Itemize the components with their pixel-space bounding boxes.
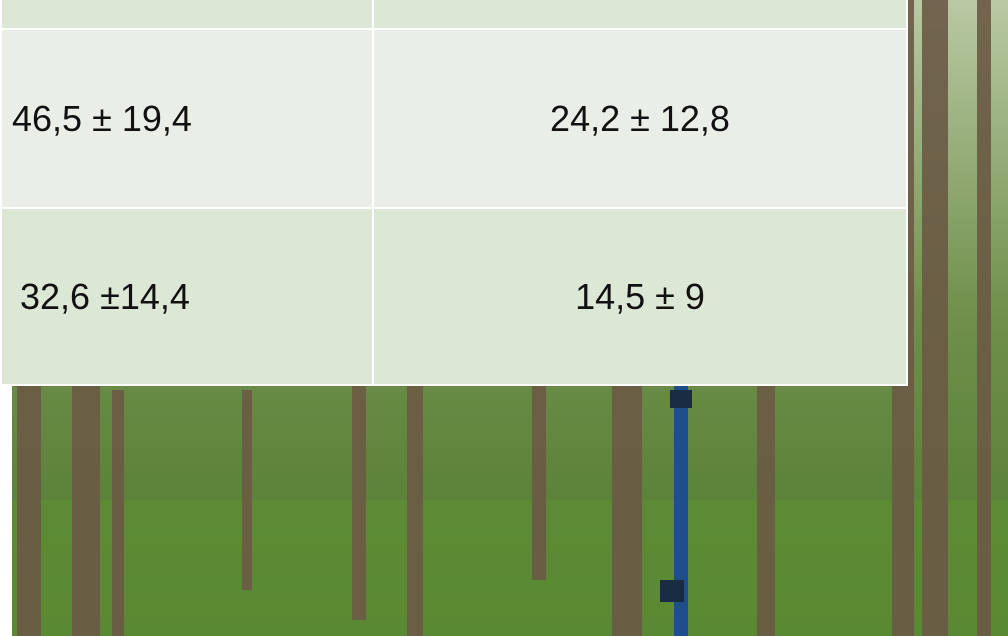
header-cell [0, 0, 374, 30]
table-cell: 14,5 ± 9 [372, 207, 908, 386]
table-cell: 46,5 ± 19,4 [0, 28, 374, 209]
data-table: 46,5 ± 19,4 24,2 ± 12,8 32,6 ±14,4 14,5 … [0, 0, 908, 386]
page: 46,5 ± 19,4 24,2 ± 12,8 32,6 ±14,4 14,5 … [0, 0, 1008, 636]
table-cell: 24,2 ± 12,8 [372, 28, 908, 209]
table-cell: 32,6 ±14,4 [0, 207, 374, 386]
header-cell [372, 0, 908, 30]
